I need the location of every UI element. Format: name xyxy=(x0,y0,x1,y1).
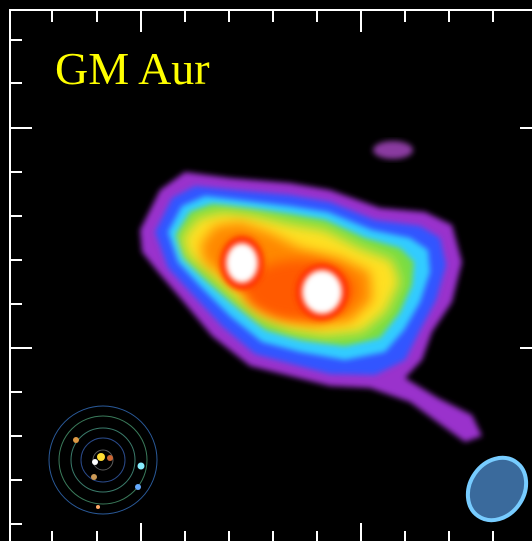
beam-ellipse xyxy=(465,455,529,523)
solar-system-scale xyxy=(48,405,158,515)
frame xyxy=(9,9,532,541)
emission xyxy=(140,141,482,442)
title: GM Aur xyxy=(55,43,210,94)
